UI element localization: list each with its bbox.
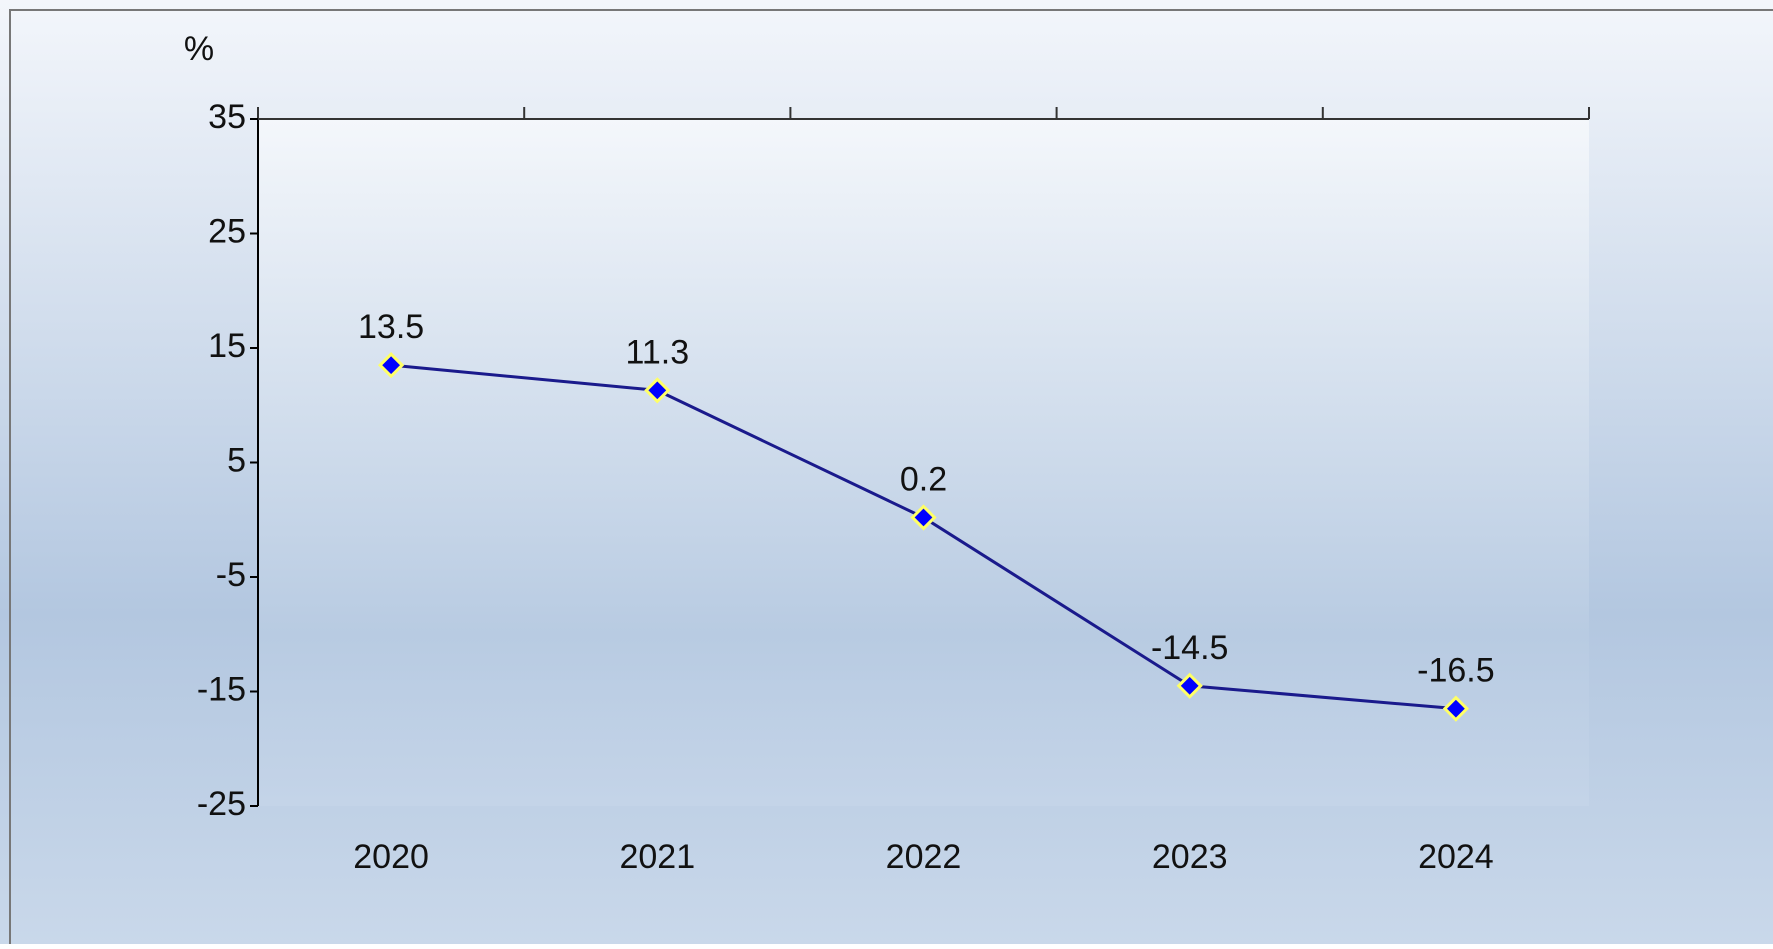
x-tick-label: 2020 bbox=[353, 838, 429, 876]
x-tick-label: 2022 bbox=[886, 838, 962, 876]
y-axis-label: % bbox=[184, 30, 214, 68]
data-label: 13.5 bbox=[358, 308, 424, 346]
y-tick-label: 25 bbox=[208, 212, 246, 250]
y-tick-label: -15 bbox=[197, 670, 246, 708]
y-tick-label: 5 bbox=[227, 441, 246, 479]
marker bbox=[910, 504, 937, 531]
data-label: 11.3 bbox=[625, 333, 689, 371]
x-tick-label: 2024 bbox=[1418, 838, 1494, 876]
data-label: 0.2 bbox=[900, 460, 947, 498]
y-tick-label: 35 bbox=[208, 98, 246, 136]
x-tick-label: 2023 bbox=[1152, 838, 1228, 876]
frame bbox=[9, 9, 1773, 949]
marker bbox=[644, 377, 671, 404]
data-label: -14.5 bbox=[1151, 629, 1229, 667]
marker bbox=[1442, 695, 1470, 722]
plot-area bbox=[258, 119, 1589, 806]
data-label: -16.5 bbox=[1417, 652, 1495, 690]
y-tick-label: -5 bbox=[216, 556, 246, 594]
y-tick-label: -25 bbox=[197, 785, 246, 823]
y-tick-label: 15 bbox=[208, 327, 246, 365]
x-tick-label: 2021 bbox=[619, 838, 695, 876]
marker bbox=[1176, 672, 1203, 699]
marker bbox=[377, 352, 405, 379]
